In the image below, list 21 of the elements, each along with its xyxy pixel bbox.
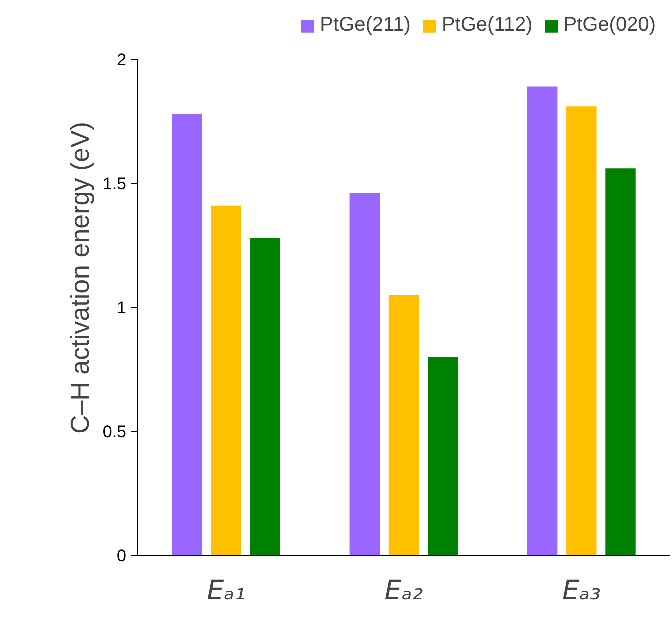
y-axis-title: C–H activation energy (eV) [64,122,95,434]
bar [566,106,597,556]
x-tick-label: Eₐ₃ [562,576,601,606]
legend-label: PtGe(112) [442,14,533,37]
bar [250,238,281,556]
y-tick-label: 1 [117,298,127,318]
bar [606,168,636,556]
legend-label: PtGe(020) [564,14,656,37]
bar [527,86,558,556]
bar [428,357,458,556]
y-tick-label: 0 [117,546,127,566]
bar [350,193,380,556]
x-tick-label: Eₐ₁ [207,576,246,606]
x-tick-label: Eₐ₂ [384,576,424,606]
y-tick-label: 1.5 [102,174,127,194]
legend-label: PtGe(211) [320,14,411,37]
y-tick-label: 2 [117,50,127,70]
bar [211,206,242,556]
y-tick-label: 0.5 [102,422,127,442]
bar [172,114,202,556]
bar [388,295,420,556]
